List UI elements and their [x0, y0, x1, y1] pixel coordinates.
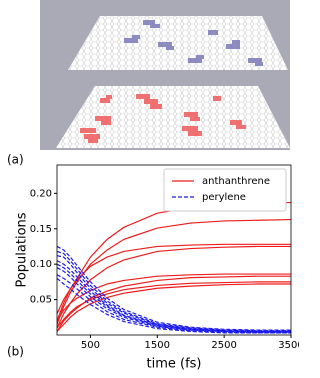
anthanthrene-molecules — [80, 94, 246, 143]
y-tick-label: 0.20 — [30, 188, 52, 199]
panel-label: (b) — [7, 345, 24, 359]
series-line — [57, 275, 291, 332]
lattice-image — [40, 0, 290, 150]
panel-label: (a) — [7, 153, 24, 167]
series-line — [57, 267, 291, 333]
y-tick-label: 0.05 — [30, 295, 52, 306]
legend-box — [163, 168, 287, 212]
legend-label: anthanthrene — [202, 176, 270, 187]
series-line — [57, 245, 291, 331]
y-tick-label: 0.15 — [30, 224, 52, 235]
x-tick-label: 500 — [81, 340, 100, 351]
series-line — [57, 273, 291, 322]
top-sheet-lattice — [68, 16, 288, 70]
plot-frame — [56, 164, 292, 336]
series-line — [57, 283, 291, 332]
series-line — [57, 255, 291, 333]
perylene-molecules — [124, 20, 263, 66]
y-tick-label: 0.10 — [30, 259, 52, 270]
x-tick-label: 3500 — [278, 340, 299, 351]
bottom-sheet-lattice — [56, 86, 290, 148]
figure: (a) (b) Populations time (fs) 0.05 0.10 0.… — [7, 0, 299, 372]
series-line — [57, 263, 291, 333]
series-line — [57, 243, 291, 315]
x-tick-label: 2500 — [211, 340, 236, 351]
series-line — [57, 277, 291, 334]
y-axis-label: Populations — [15, 212, 30, 287]
x-tick-label: 1500 — [145, 340, 170, 351]
legend-label: perylene — [202, 192, 246, 203]
series-line — [57, 260, 291, 333]
series-line — [57, 250, 291, 332]
series-line — [57, 281, 291, 329]
x-axis-label: time (fs) — [147, 357, 202, 372]
series-line — [57, 218, 291, 325]
